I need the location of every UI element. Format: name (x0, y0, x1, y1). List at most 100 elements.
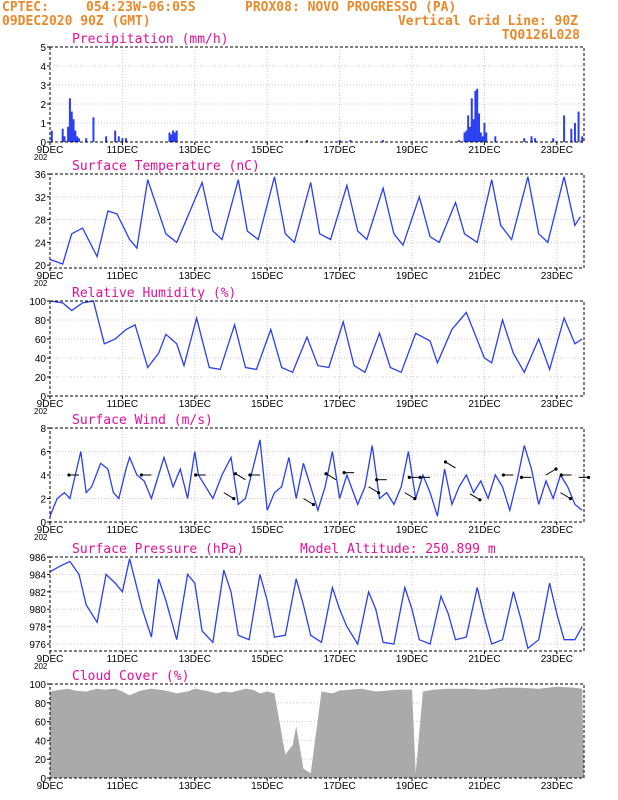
pres-panel: 976 978 980 982 984 986 9DEC 11DEC 13DEC 15DEC 17D… (29, 542, 585, 671)
precip-xtick-label: 15DEC (251, 145, 283, 156)
temp-xtick-label: 9DEC (37, 271, 64, 282)
rh-xtick-label: 9DEC (37, 399, 64, 410)
precip-bar (382, 140, 385, 142)
precip-bar (534, 138, 537, 142)
rh-ytick-label: 20 (35, 373, 47, 384)
wind-arrow-head (194, 473, 198, 477)
precip-xtick-label: 19DEC (396, 145, 428, 156)
precip-bar (349, 140, 352, 142)
precip-bar (338, 140, 341, 142)
precip-bar (573, 123, 576, 142)
precip-bar (581, 136, 584, 142)
pres-ytick-label: 980 (29, 605, 46, 616)
precip-bar (467, 115, 470, 142)
temp-ytick-label: 36 (35, 170, 47, 181)
precip-bar (76, 136, 79, 142)
precip-bar (474, 90, 477, 142)
pres-xtick-label: 9DEC (37, 654, 64, 665)
cloud-ytick-label: 20 (35, 755, 47, 766)
cloud-ytick-label: 60 (35, 718, 47, 729)
precip-bar (70, 111, 73, 142)
header-model-id: TQ0126L028 (501, 28, 580, 43)
wind-arrow-head (478, 498, 482, 502)
precip-bar (105, 136, 108, 142)
precip-ytick-label: 1 (40, 119, 46, 130)
pres-xtick-label: 23DEC (541, 654, 573, 665)
wind-arrow-head (501, 473, 506, 477)
pres-ytick-label: 978 (29, 623, 46, 634)
precip-frame (49, 46, 585, 143)
pres-xtick-label: 21DEC (468, 654, 500, 665)
rh-xtick-label: 15DEC (251, 399, 283, 410)
rh-xtick-label: 17DEC (324, 399, 356, 410)
precip-bar (168, 132, 171, 142)
precip-bar (485, 132, 488, 142)
temp-xtick-label: 17DEC (324, 271, 356, 282)
wind-arrow-head (519, 475, 524, 479)
precip-bar (476, 88, 479, 142)
temp-panel: 20 24 28 32 36 9DEC 11DEC 13DEC 15DEC 17DEC 19DEC 2… (34, 159, 585, 288)
temp-ytick-label: 24 (35, 238, 47, 249)
precip-bar (458, 140, 461, 142)
wind-arrow-head (413, 497, 417, 501)
wind-ytick-label: 8 (40, 424, 46, 435)
precip-bar (552, 138, 555, 142)
wind-arrow-head (67, 473, 71, 477)
rh-xtick-label: 21DEC (468, 399, 500, 410)
pres-ytick-label: 984 (29, 570, 46, 581)
precip-bar (114, 130, 117, 142)
precip-bar (172, 130, 175, 142)
precip-bar (483, 123, 486, 142)
rh-frame (49, 300, 585, 397)
wind-arrow-head (418, 475, 422, 479)
precip-ytick-label: 3 (40, 81, 46, 92)
precip-ytick-label: 0 (40, 138, 46, 149)
wind-arrow (445, 461, 456, 469)
precip-xtick-label: 13DEC (179, 145, 211, 156)
pres-xtick-label: 19DEC (396, 654, 428, 665)
wind-line (49, 439, 583, 517)
rh-title: Relative Humidity (%) (72, 286, 236, 301)
wind-arrow (223, 492, 235, 500)
pres-xtick-label: 15DEC (251, 654, 283, 665)
rh-year-fragment: 202 (34, 407, 48, 416)
temp-title: Surface Temperature (nC) (72, 159, 260, 174)
precip-bar (570, 128, 573, 142)
wind-arrow (545, 468, 557, 476)
cloud-xtick-label: 15DEC (251, 781, 283, 792)
cloud-xtick-label: 17DEC (324, 781, 356, 792)
cloud-panel: 0 20 40 60 80 100 9DEC 11DEC 13DEC 15DEC 17DEC 19DE… (29, 669, 585, 792)
precip-bar (472, 119, 475, 142)
wind-xtick-label: 11DEC (107, 525, 139, 536)
precip-bar (85, 138, 88, 142)
temp-xtick-label: 13DEC (179, 271, 211, 282)
precip-xtick-label: 9DEC (37, 145, 64, 156)
temp-ytick-label: 28 (35, 216, 47, 227)
pres-xtick-label: 17DEC (324, 654, 356, 665)
rh-xtick-label: 11DEC (107, 399, 139, 410)
precip-bar (306, 140, 309, 142)
precip-bar (481, 136, 484, 142)
wind-xtick-label: 9DEC (37, 525, 64, 536)
wind-xtick-label: 23DEC (541, 525, 573, 536)
pres-frame (49, 556, 585, 652)
rh-xtick-label: 13DEC (179, 399, 211, 410)
wind-arrow-head (559, 473, 563, 477)
wind-xtick-label: 21DEC (468, 525, 500, 536)
temp-line (49, 176, 581, 265)
cloud-xtick-label: 19DEC (396, 781, 428, 792)
precip-title: Precipitation (mm/h) (72, 32, 229, 47)
precip-bar (465, 130, 468, 142)
wind-arrow-head (248, 473, 252, 477)
wind-panel: 0 2 4 6 8 9DEC 11DEC 13DEC 15DEC 17DEC 19DEC 21DEC 2… (34, 413, 591, 542)
wind-arrow (404, 492, 416, 500)
rh-line (49, 300, 583, 374)
precip-bar (468, 126, 471, 142)
pres-line (49, 558, 583, 650)
wind-arrow-head (233, 472, 238, 476)
wind-arrow-head (376, 491, 381, 495)
header-grid-line: Vertical Grid Line: 90Z (397, 14, 578, 29)
wind-ytick-label: 6 (40, 448, 46, 459)
rh-ytick-label: 0 (40, 392, 46, 403)
wind-arrow-head (232, 497, 236, 501)
